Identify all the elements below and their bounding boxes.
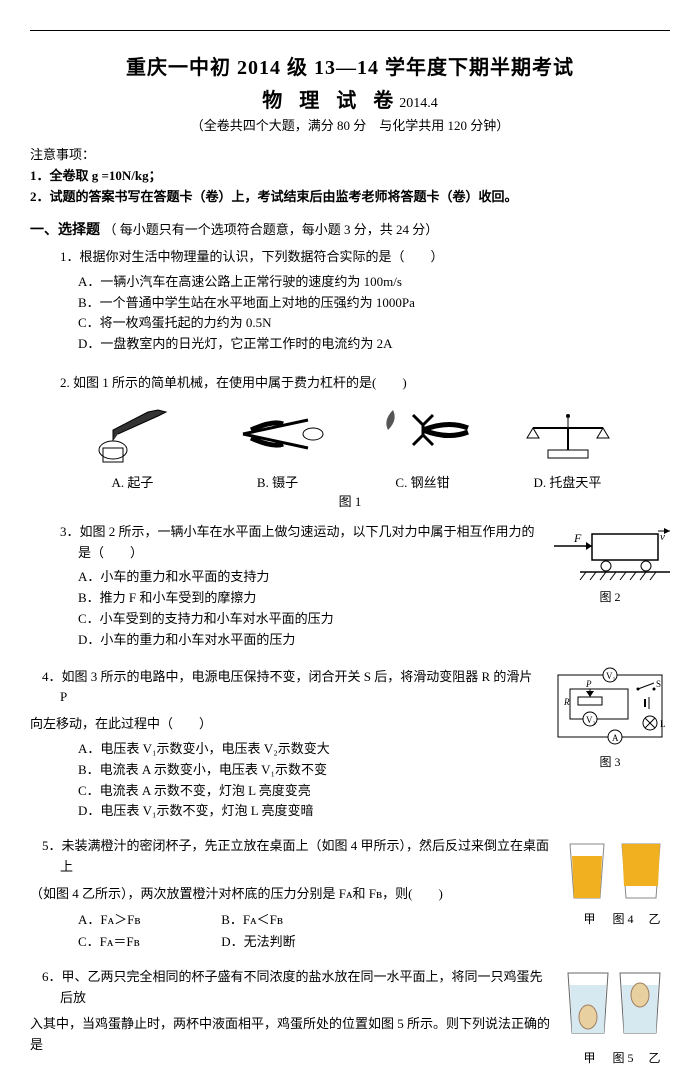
label-v2: V₂ [586, 715, 596, 725]
q5-label-right: 乙 [637, 910, 661, 927]
q3-opt: D．小车的重力和小车对水平面的压力 [78, 630, 670, 651]
q4-opt: C．电流表 A 示数不变，灯泡 L 亮度变亮 [78, 781, 670, 802]
q5-opt: B．Fᴀ＜Fʙ [221, 909, 361, 931]
q5-opt: A．Fᴀ＞Fʙ [78, 909, 218, 931]
q3-figure: F v 图 2 [550, 528, 670, 605]
notice-line: 2．试题的答案书写在答题卡（卷）上，考试结束后由监考老师将答题卡（卷）收回。 [30, 186, 670, 205]
q5-opt: D．无法判断 [221, 931, 361, 953]
q4-figure: V₁ S P R V₂ A [550, 667, 670, 770]
q3-opt: C．小车受到的支持力和小车对水平面的压力 [78, 609, 670, 630]
cart-diagram-icon: F v [550, 528, 670, 584]
q2-fig-label: D. 托盘天平 [513, 472, 623, 491]
q1-opt: B．一个普通中学生站在水平地面上对地的压强约为 1000Pa [78, 293, 670, 314]
q2-fig-b: B. 镊子 [223, 400, 333, 491]
balance-scale-icon [513, 400, 623, 468]
notice-line: 1．全卷取 g =10N/kg； [30, 165, 670, 184]
label-v1: V₁ [606, 671, 616, 681]
q6-figure: 甲 图 5 乙 [560, 967, 670, 1066]
q1-opt: A．一辆小汽车在高速公路上正常行驶的速度约为 100m/s [78, 272, 670, 293]
top-rule [30, 30, 670, 31]
section-1-sub: （ 每小题只有一个选项符合题意，每小题 3 分，共 24 分） [104, 222, 439, 237]
q2-caption: 图 1 [30, 491, 670, 510]
q6-fig-caption: 图 5 [612, 1051, 633, 1065]
label-s: S [656, 679, 661, 689]
q1-stem: 1．根据你对生活中物理量的认识，下列数据符合实际的是（ ） [60, 247, 670, 268]
exam-meta: （全卷共四个大题，满分 80 分 与化学共用 120 分钟） [30, 115, 670, 134]
saltwater-cups-icon [560, 967, 670, 1045]
q2-stem: 2. 如图 1 所示的简单机械，在使用中属于费力杠杆的是( ) [60, 373, 670, 394]
q2-fig-label: C. 钢丝钳 [368, 472, 478, 491]
circuit-diagram-icon: V₁ S P R V₂ A [550, 667, 670, 749]
q5-fig-caption: 图 4 [612, 912, 633, 926]
section-1-title: 一、选择题 [30, 223, 100, 238]
juice-cups-icon [560, 836, 670, 906]
q2-fig-c: C. 钢丝钳 [368, 400, 478, 491]
q5-opt: C．Fᴀ＝Fʙ [78, 931, 218, 953]
section-1-head: 一、选择题 （ 每小题只有一个选项符合题意，每小题 3 分，共 24 分） [30, 219, 670, 239]
q4-opt: D．电压表 V₁示数不变，灯泡 L 亮度变暗 [78, 801, 670, 822]
pliers-icon [368, 400, 478, 468]
label-r: R [563, 697, 570, 707]
tweezers-icon [223, 400, 333, 468]
q4-fig-caption: 图 3 [550, 753, 670, 770]
q5-figure: 甲 图 4 乙 [560, 836, 670, 927]
exam-title: 重庆一中初 2014 级 13—14 学年度下期半期考试 [30, 51, 670, 80]
q1-opt: D．一盘教室内的日光灯，它正常工作时的电流约为 2A [78, 334, 670, 355]
label-l: L [660, 719, 666, 729]
q6-label-left: 甲 [569, 1049, 609, 1066]
q2-fig-d: D. 托盘天平 [513, 400, 623, 491]
exam-date: 2014.4 [399, 96, 438, 111]
label-a: A [612, 733, 619, 743]
label-f: F [573, 531, 582, 545]
label-v: v [660, 531, 665, 543]
q5-label-left: 甲 [569, 910, 609, 927]
q6-label-right: 乙 [637, 1049, 661, 1066]
exam-subject: 物 理 试 卷2014.4 [30, 84, 670, 113]
bottle-opener-icon [78, 400, 188, 468]
label-p: P [585, 679, 592, 689]
q2-fig-a: A. 起子 [78, 400, 188, 491]
q2-figure-row: A. 起子 B. 镊子 C. 钢丝钳 [60, 400, 640, 491]
subject-text: 物 理 试 卷 [262, 90, 399, 112]
q3-fig-caption: 图 2 [550, 588, 670, 605]
q2-fig-label: A. 起子 [78, 472, 188, 491]
notice-head: 注意事项： [30, 144, 670, 163]
q5-opts-row: C．Fᴀ＝Fʙ D．无法判断 [78, 931, 670, 953]
q1-opt: C．将一枚鸡蛋托起的力约为 0.5N [78, 313, 670, 334]
q2-fig-label: B. 镊子 [223, 472, 333, 491]
